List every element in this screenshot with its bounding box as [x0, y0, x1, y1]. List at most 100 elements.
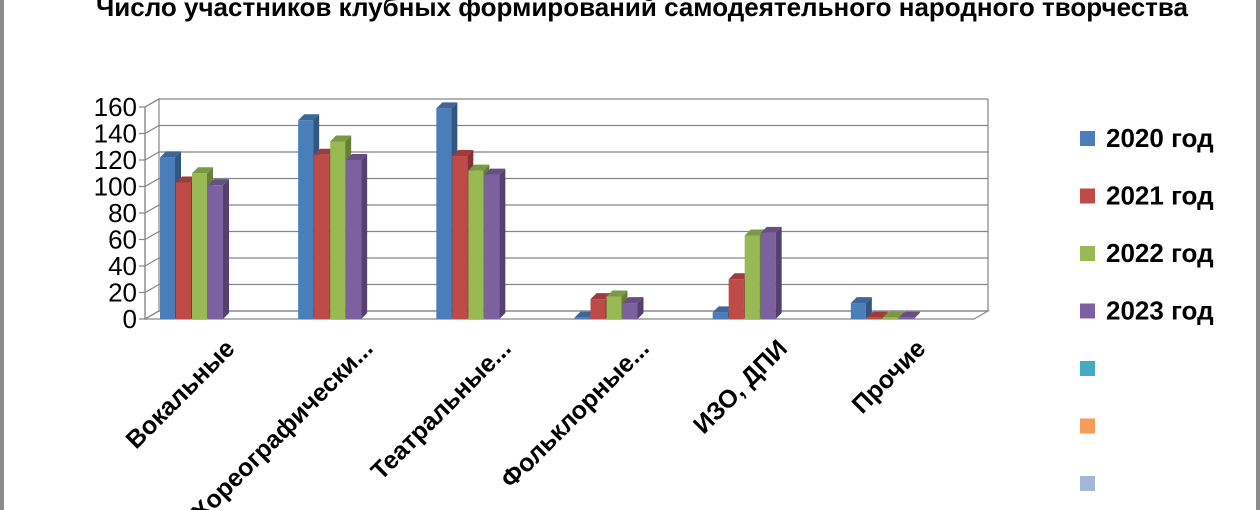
bar [346, 154, 368, 319]
gridline [144, 257, 988, 267]
chart-walls [142, 97, 991, 321]
x-tick-label: Вокальные [121, 334, 241, 454]
bar [622, 297, 644, 319]
legend: 2020 год 2021 год 2022 год 2023 год [1080, 123, 1214, 491]
bar [850, 297, 872, 319]
bar-front [712, 312, 728, 319]
bar-side [499, 168, 506, 319]
bar-front [208, 185, 223, 319]
x-tick-label: Театральные... [366, 334, 517, 485]
y-tick-label: 120 [94, 145, 137, 175]
bar-front [330, 141, 346, 319]
bar-side [223, 179, 229, 319]
bar-side [881, 311, 888, 319]
legend-swatch [1080, 476, 1095, 491]
y-tick-label: 80 [108, 198, 137, 228]
y-tick-label: 20 [108, 278, 137, 308]
bar-top [712, 306, 734, 313]
bar-top [298, 114, 320, 121]
bar [882, 311, 904, 319]
bar-front [176, 182, 191, 319]
bar-front [744, 235, 760, 319]
legend-label: 2023 год [1106, 296, 1214, 326]
y-tick-label: 0 [123, 304, 137, 334]
bar-front [850, 303, 866, 319]
gridline [144, 310, 988, 320]
bar-front [622, 303, 638, 319]
bar-front [866, 317, 882, 319]
gridline [144, 230, 988, 241]
legend-label: 2021 год [1106, 181, 1214, 211]
bar [898, 311, 920, 319]
y-tick-label: 140 [94, 119, 137, 149]
bar-side [897, 311, 904, 319]
gridlines [139, 98, 989, 320]
bar-top [452, 150, 474, 157]
bar-front [160, 157, 175, 319]
bar-top [208, 179, 229, 186]
bar-top [484, 168, 506, 175]
bar-top [728, 273, 750, 280]
bar-front [484, 174, 500, 319]
bar-top [176, 176, 197, 183]
legend-swatch [1080, 361, 1095, 376]
y-tick-label: 40 [108, 251, 137, 281]
legend-swatch [1080, 303, 1095, 319]
bar-top [160, 151, 181, 158]
bar-front [728, 279, 744, 319]
legend-swatch [1080, 418, 1095, 434]
gridline [144, 177, 988, 188]
bar-front [760, 232, 776, 319]
legend-swatch [1080, 246, 1095, 261]
bar-top [760, 226, 782, 233]
bar-front [468, 170, 484, 319]
chart-title: Число участников клубных формирований са… [96, 0, 1188, 22]
bar-top [468, 164, 490, 171]
bar-side [361, 154, 368, 319]
bar-top [346, 154, 368, 160]
bar-front [606, 296, 622, 319]
bar-top [192, 167, 213, 174]
gridline [144, 283, 988, 294]
gridline [144, 124, 988, 135]
bar-front [882, 317, 898, 319]
gridline [144, 204, 988, 214]
x-tick-label: Прочие [847, 334, 932, 419]
bar-top [590, 293, 612, 300]
y-tick-label: 160 [94, 92, 137, 122]
bar-side [865, 297, 872, 319]
bar-top [606, 290, 628, 297]
bar-top [866, 311, 888, 318]
bar-front [574, 317, 590, 319]
bar-top [574, 311, 596, 318]
gridline [144, 151, 988, 161]
bar-top [882, 311, 904, 318]
y-tick-label: 60 [108, 225, 137, 255]
bar-front [898, 317, 914, 319]
bars [160, 102, 920, 319]
legend-label: 2022 год [1106, 238, 1214, 268]
legend-swatch [1080, 188, 1095, 204]
bar-front [436, 108, 452, 319]
bar-top [436, 102, 458, 109]
legend-label: 2020 год [1106, 123, 1214, 153]
x-axis-labels: ВокальныеХореографически...Театральные..… [121, 334, 932, 510]
bar-front [452, 156, 468, 319]
bar-top [314, 148, 336, 155]
bar-top [898, 311, 920, 318]
bar-front [346, 160, 362, 319]
bar-side [775, 226, 782, 319]
bar [208, 179, 229, 319]
x-tick-label: Фольклорные... [495, 334, 654, 493]
bar-top [622, 297, 644, 304]
bar [760, 226, 782, 319]
bar-front [590, 299, 606, 319]
y-tick-label: 100 [94, 172, 137, 202]
bar [866, 311, 888, 319]
bar-front [192, 173, 207, 319]
x-tick-label: ИЗО, ДПИ [688, 334, 793, 439]
bar-top [330, 135, 352, 142]
